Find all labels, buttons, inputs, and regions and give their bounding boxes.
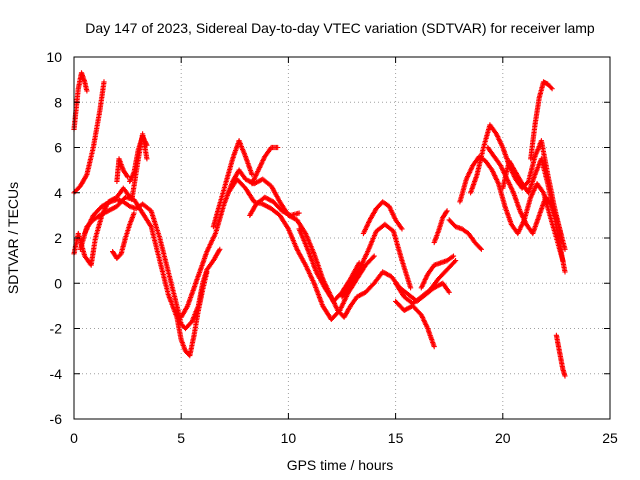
series-track-v xyxy=(446,217,484,252)
y-tick-label: 6 xyxy=(54,140,62,156)
series-track-aa xyxy=(553,332,568,379)
series-track-o xyxy=(339,221,414,300)
series-track-j xyxy=(210,138,255,230)
chart-title: Day 147 of 2023, Sidereal Day-to-day VTE… xyxy=(85,20,595,36)
y-tick-label: -2 xyxy=(50,321,63,337)
series-track-t xyxy=(431,208,450,246)
x-tick-labels: 0 5 10 15 20 25 xyxy=(70,430,618,446)
series-track-h xyxy=(127,133,150,184)
y-tick-label: 2 xyxy=(54,230,62,246)
y-tick-labels: -6 -4 -2 0 2 4 6 8 10 xyxy=(46,49,62,427)
series-track-z xyxy=(528,79,555,162)
series-track-d xyxy=(77,194,210,359)
x-tick-label: 10 xyxy=(281,430,297,446)
x-tick-label: 20 xyxy=(495,430,511,446)
y-axis-label: SDTVAR / TECUs xyxy=(5,182,21,294)
series-track-l xyxy=(225,176,377,322)
series-track-s xyxy=(418,253,457,291)
x-tick-label: 0 xyxy=(70,430,78,446)
series-track-m xyxy=(247,194,302,218)
x-tick-label: 25 xyxy=(602,430,618,446)
y-tick-label: 0 xyxy=(54,275,62,291)
series-track-n xyxy=(296,226,362,304)
series-track-q xyxy=(393,298,437,350)
series-track-f xyxy=(110,210,137,261)
series-track-r xyxy=(393,258,459,307)
y-tick-label: 10 xyxy=(46,49,62,65)
x-tick-label: 5 xyxy=(177,430,185,446)
grid-lines xyxy=(74,57,610,419)
y-tick-label: -4 xyxy=(50,366,63,382)
series-track-e xyxy=(82,196,223,332)
x-tick-label: 15 xyxy=(388,430,404,446)
axis-ticks xyxy=(73,56,611,420)
y-tick-label: -6 xyxy=(50,411,63,427)
series-track-g xyxy=(114,156,131,184)
series-track-k xyxy=(249,144,281,187)
x-axis-label: GPS time / hours xyxy=(287,457,394,473)
data-series xyxy=(71,70,568,379)
y-tick-label: 8 xyxy=(54,94,62,110)
series-track-i xyxy=(178,167,452,320)
series-track-y xyxy=(500,156,568,275)
series-track-p xyxy=(360,199,405,237)
y-tick-label: 4 xyxy=(54,185,62,201)
